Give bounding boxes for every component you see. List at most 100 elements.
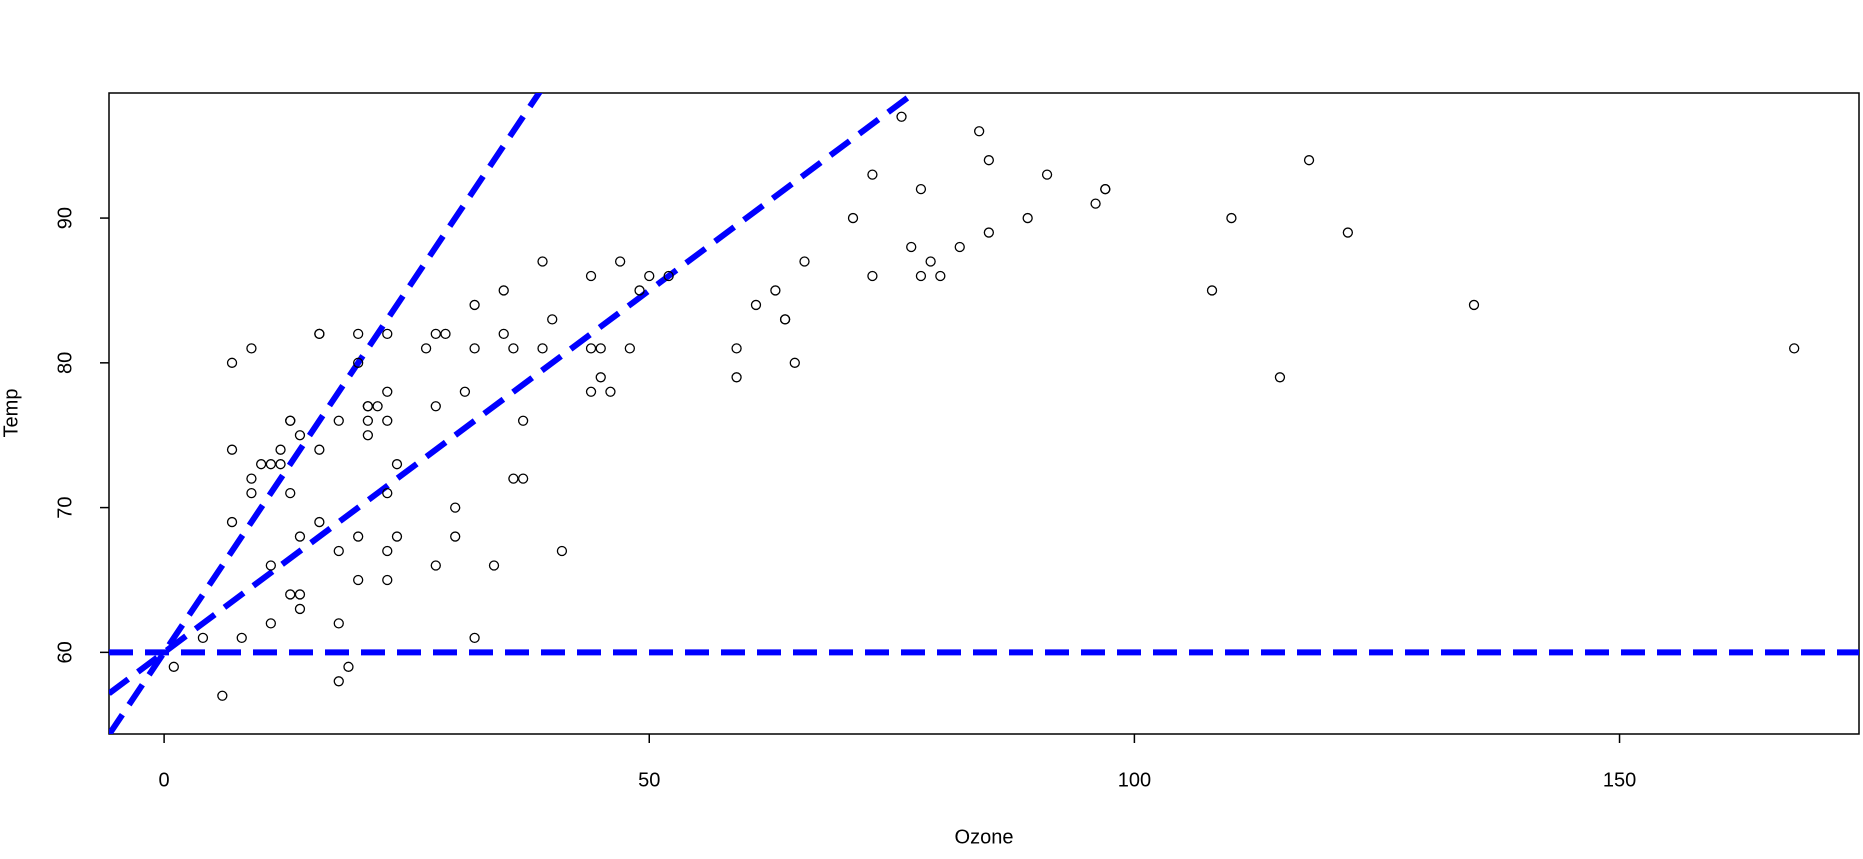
point <box>391 531 403 542</box>
point <box>343 661 354 672</box>
point <box>915 183 927 195</box>
point <box>353 328 364 340</box>
y-tick-label: 60 <box>54 641 76 663</box>
point <box>333 415 344 426</box>
point <box>226 444 238 455</box>
point <box>508 473 519 484</box>
point <box>624 343 635 354</box>
point <box>770 285 781 296</box>
point <box>954 241 965 253</box>
point <box>1303 155 1315 166</box>
point <box>333 676 344 687</box>
point <box>353 357 364 368</box>
point <box>925 256 936 267</box>
point <box>391 459 403 470</box>
point <box>663 270 674 282</box>
point <box>382 386 393 397</box>
point <box>547 314 558 325</box>
x-tick-label: 100 <box>1118 769 1151 791</box>
point <box>731 343 742 354</box>
point <box>537 343 548 354</box>
point <box>246 343 257 354</box>
point <box>1206 285 1218 296</box>
point <box>750 299 762 311</box>
point <box>585 386 597 397</box>
point <box>362 401 374 412</box>
point <box>314 444 325 455</box>
reference-line <box>109 93 543 734</box>
point <box>294 531 306 542</box>
point <box>382 487 393 499</box>
point <box>644 270 655 282</box>
point <box>935 270 946 282</box>
point <box>585 343 597 354</box>
point <box>430 560 441 571</box>
point <box>469 299 480 311</box>
point <box>614 256 626 267</box>
point <box>779 314 791 325</box>
point <box>294 589 306 600</box>
point <box>1274 372 1286 383</box>
point <box>314 328 325 340</box>
point <box>973 126 985 137</box>
point <box>294 430 306 441</box>
point <box>285 415 296 426</box>
y-tick-label: 90 <box>54 207 76 229</box>
point <box>459 386 471 397</box>
point <box>1090 198 1101 209</box>
point <box>915 270 927 282</box>
point <box>731 372 742 383</box>
point <box>265 560 276 571</box>
x-tick-label: 150 <box>1603 769 1636 791</box>
point <box>450 502 461 513</box>
point <box>595 343 606 354</box>
point <box>226 516 238 528</box>
point <box>1342 227 1354 238</box>
point <box>1041 169 1053 180</box>
point <box>605 386 616 397</box>
point <box>1468 299 1480 311</box>
x-tick-label: 0 <box>159 769 170 791</box>
point <box>285 487 296 499</box>
point <box>1022 212 1033 224</box>
point <box>469 343 480 354</box>
point <box>634 285 645 296</box>
point <box>440 328 451 340</box>
point <box>799 256 810 267</box>
point <box>488 560 500 571</box>
y-tick-label: 80 <box>54 352 76 374</box>
point <box>517 415 529 426</box>
reference-line <box>109 93 919 696</box>
point <box>294 603 306 615</box>
point <box>498 328 509 340</box>
point <box>217 690 228 701</box>
point <box>353 531 364 542</box>
plot-box <box>108 92 1860 735</box>
point <box>382 328 393 340</box>
point <box>314 516 325 528</box>
point <box>197 632 209 644</box>
point <box>896 111 907 122</box>
point <box>255 459 267 470</box>
point <box>285 589 296 600</box>
point <box>430 401 441 412</box>
point <box>362 430 374 441</box>
y-tick-label: 70 <box>54 496 76 518</box>
point <box>585 270 597 282</box>
point <box>353 574 364 586</box>
point <box>275 444 286 455</box>
point <box>420 343 432 354</box>
point <box>382 415 393 426</box>
point <box>498 285 509 296</box>
point <box>556 545 568 557</box>
point <box>430 328 441 340</box>
point <box>333 618 344 629</box>
point <box>789 357 800 368</box>
point <box>517 473 529 484</box>
point <box>168 661 179 672</box>
point <box>246 487 257 499</box>
point <box>236 632 247 644</box>
point <box>983 155 995 166</box>
